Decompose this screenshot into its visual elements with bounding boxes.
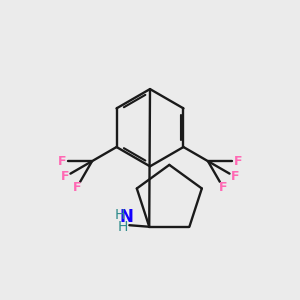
Text: F: F (231, 170, 239, 183)
Text: F: F (234, 154, 242, 168)
Text: F: F (58, 154, 66, 168)
Text: H: H (117, 220, 128, 234)
Text: N: N (119, 208, 133, 226)
Text: H: H (114, 208, 125, 222)
Text: F: F (61, 170, 69, 183)
Text: F: F (219, 181, 227, 194)
Text: F: F (73, 181, 81, 194)
